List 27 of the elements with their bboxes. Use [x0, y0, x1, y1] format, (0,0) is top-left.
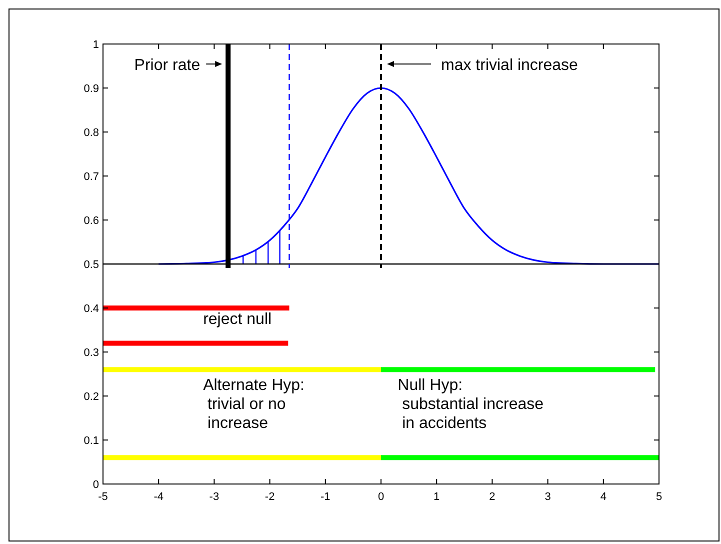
x-tick-label: 5: [656, 491, 662, 503]
y-tick-label: 0.2: [84, 391, 99, 403]
x-tick-label: 4: [600, 491, 606, 503]
y-tick-label: 0.3: [84, 347, 99, 359]
y-tick-label: 0.5: [84, 259, 99, 271]
x-tick-label: -1: [320, 491, 330, 503]
y-tick-label: 0.7: [84, 171, 99, 183]
y-tick-label: 0.1: [84, 435, 99, 447]
annotation: reject null: [203, 310, 272, 328]
x-tick-label: -5: [98, 491, 108, 503]
y-tick-label: 0: [92, 479, 99, 491]
x-tick-label: 0: [378, 491, 384, 503]
y-tick-label: 0.9: [84, 83, 99, 95]
x-tick-label: -2: [264, 491, 275, 503]
x-tick-label: -4: [154, 491, 164, 503]
x-tick-label: 2: [489, 491, 496, 503]
annotation: Alternate Hyp: trivial or no increase: [203, 376, 304, 432]
ref-line-label: Prior rate: [134, 57, 200, 74]
y-tick-label: 1: [92, 39, 99, 51]
y-tick-label: 0.6: [84, 215, 99, 227]
y-tick-label: 0.4: [84, 303, 99, 315]
x-tick-label: -3: [209, 491, 220, 503]
annotation: Null Hyp: substantial increase in accidents: [398, 376, 544, 432]
x-tick-label: 3: [544, 491, 551, 503]
x-tick-label: 1: [434, 491, 440, 503]
ref-line-label: max trivial increase: [441, 57, 578, 74]
y-tick-label: 0.8: [84, 127, 99, 139]
